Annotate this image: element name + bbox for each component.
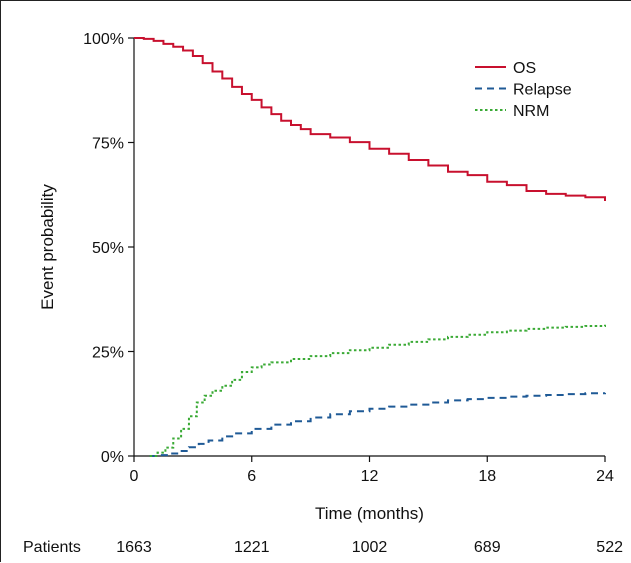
y-tick-label: 25% (92, 345, 124, 362)
series-line-os (134, 37, 606, 202)
risk-table-label: Patients (23, 539, 81, 556)
legend-label-nrm: NRM (513, 103, 549, 120)
risk-count: 1002 (352, 539, 388, 556)
x-tick-label: 18 (478, 468, 496, 485)
y-tick-label: 50% (92, 240, 124, 257)
x-tick-label: 0 (130, 468, 139, 485)
y-axis-label: Event probability (38, 184, 57, 310)
y-tick-label: 0% (101, 449, 124, 466)
series-line-relapse (149, 392, 606, 457)
x-tick-label: 6 (247, 468, 256, 485)
risk-table: Patients 1663 1221 1002 689 522 (23, 539, 623, 556)
y-axis-ticks: 0% 25% 50% 75% 100% (83, 31, 134, 466)
series-line-nrm (149, 324, 606, 457)
risk-count: 522 (596, 539, 623, 556)
risk-count: 689 (474, 539, 501, 556)
risk-count: 1221 (234, 539, 270, 556)
axes (133, 38, 605, 457)
y-tick-label: 75% (92, 136, 124, 153)
x-axis-label: Time (months) (315, 504, 424, 523)
y-tick-label: 100% (83, 31, 124, 48)
legend: OS Relapse NRM (475, 60, 572, 120)
series-layer (134, 37, 606, 457)
x-axis-ticks: 0 6 12 18 24 (130, 456, 614, 485)
legend-label-relapse: Relapse (513, 82, 572, 99)
x-tick-label: 12 (361, 468, 379, 485)
risk-count: 1663 (116, 539, 152, 556)
legend-label-os: OS (513, 60, 536, 77)
x-tick-label: 24 (596, 468, 614, 485)
